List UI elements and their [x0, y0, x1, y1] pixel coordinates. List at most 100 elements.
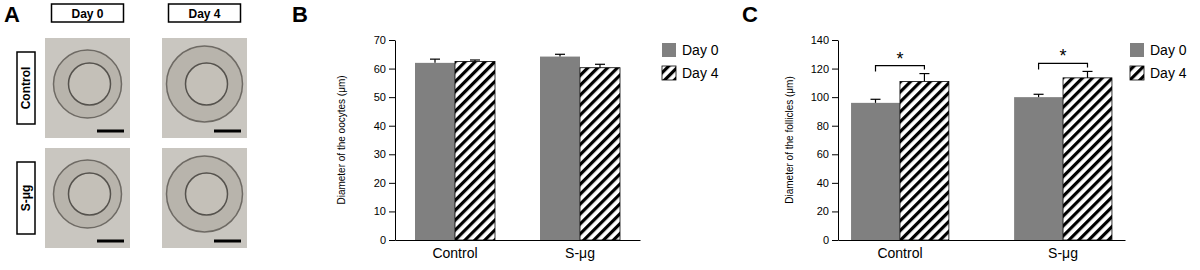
follicle: [167, 156, 243, 232]
follicle: [54, 160, 122, 228]
y-tick-mark: [832, 97, 838, 98]
y-tick-mark: [389, 211, 395, 212]
y-tick: 100: [811, 91, 838, 103]
x-tick-label: S-μg: [1048, 245, 1078, 261]
y-tick-label: 0: [823, 234, 829, 246]
follicle: [167, 46, 243, 122]
chart-panel: 010203040506070ControlS-μgDiameter of th…: [292, 2, 719, 261]
y-axis-title: Diameter of the follicles (μm): [784, 76, 795, 203]
y-tick-label: 40: [817, 177, 829, 189]
y-tick: 140: [811, 34, 838, 46]
y-tick-mark: [389, 154, 395, 155]
scale-bar: [97, 130, 124, 133]
y-tick-label: 60: [817, 148, 829, 160]
legend: Day 0Day 4: [662, 42, 719, 81]
legend-label: Day 0: [1150, 42, 1187, 58]
y-tick-label: 0: [380, 234, 386, 246]
y-tick-mark: [389, 183, 395, 184]
y-tick-mark: [832, 69, 838, 70]
legend-label: Day 0: [682, 42, 719, 58]
row-header: Control: [19, 67, 33, 110]
y-tick: 40: [817, 177, 838, 189]
y-tick-mark: [389, 97, 395, 98]
error-bar-cap: [871, 99, 881, 100]
y-tick-label: 20: [374, 177, 386, 189]
bar: [1063, 78, 1112, 240]
error-bar: [430, 59, 440, 63]
y-tick-mark: [389, 69, 395, 70]
y-tick-mark: [832, 183, 838, 184]
error-bar-cap: [919, 73, 929, 74]
y-tick-label: 10: [374, 205, 386, 217]
y-tick-label: 120: [811, 63, 829, 75]
bar: [580, 68, 620, 240]
error-bar-stem: [1087, 71, 1088, 77]
y-tick-label: 70: [374, 34, 386, 46]
y-axis-line: [838, 41, 839, 241]
y-tick: 0: [823, 234, 838, 246]
oocyte: [186, 63, 228, 105]
micrograph: [45, 38, 130, 138]
x-tick: S-μg: [1048, 240, 1078, 261]
y-tick: 0: [380, 234, 395, 246]
x-tick: Control: [432, 240, 477, 261]
bar: [455, 61, 495, 240]
bar: [415, 63, 455, 240]
y-tick: 30: [374, 148, 395, 160]
plot-area: [851, 71, 1112, 240]
plot-area: [415, 54, 620, 240]
y-tick-mark: [832, 126, 838, 127]
y-tick: 60: [374, 63, 395, 75]
y-tick-label: 30: [374, 148, 386, 160]
x-tick-label: S-μg: [565, 245, 595, 261]
y-tick-label: 60: [374, 63, 386, 75]
error-bar-cap: [555, 54, 565, 55]
oocyte: [69, 173, 111, 215]
y-tick: 40: [374, 120, 395, 132]
column-header: Day 0: [71, 7, 103, 21]
significance-star: *: [1060, 46, 1067, 66]
y-axis-line: [395, 41, 396, 241]
panel-letter: A: [4, 2, 20, 27]
row-header-box: [17, 162, 35, 234]
error-bar: [919, 74, 929, 82]
column-header: Day 4: [188, 7, 220, 21]
y-tick-mark: [832, 211, 838, 212]
legend-label: Day 4: [1150, 65, 1187, 81]
y-axis: 0 10 20 30 40 50 60 70: [374, 34, 396, 246]
chart-panel: 020406080100120140ControlS-μgDiameter of…: [742, 2, 1187, 261]
y-tick: 50: [374, 91, 395, 103]
legend: Day 0 Day 4: [1130, 42, 1187, 81]
error-bar: [1082, 71, 1092, 77]
bar: [851, 103, 900, 240]
error-bar-cap: [595, 64, 605, 65]
x-tick-label: Control: [432, 245, 477, 261]
y-tick: 70: [374, 34, 395, 46]
column-header-box: [52, 4, 124, 22]
x-tick-label: Control: [877, 245, 922, 261]
y-tick-label: 50: [374, 91, 386, 103]
y-tick-label: 40: [374, 120, 386, 132]
x-tick: S-μg: [565, 240, 595, 261]
bar: [540, 57, 580, 240]
y-tick-label: 140: [811, 34, 829, 46]
x-axis-line: [839, 240, 1126, 241]
error-bar: [1034, 94, 1044, 97]
y-tick: 20: [374, 177, 395, 189]
y-tick-mark: [389, 40, 395, 41]
legend-swatch: [662, 66, 676, 80]
micrograph: [45, 148, 130, 248]
x-axis: Control S-μg: [396, 240, 641, 261]
y-axis: 020406080100120140: [811, 34, 839, 246]
column-header-box: [169, 4, 241, 22]
error-bar-cap: [470, 59, 480, 60]
significance-bracket: *: [876, 49, 925, 72]
y-tick-mark: [832, 154, 838, 155]
micrograph: [162, 148, 247, 248]
figure: ADay 0Day 4ControlS-μg010203040506070Con…: [0, 0, 1200, 270]
y-tick-label: 20: [817, 205, 829, 217]
y-tick-mark: [389, 126, 395, 127]
scale-bar: [214, 240, 241, 243]
y-tick-mark: [832, 240, 838, 241]
scale-bar: [214, 130, 241, 133]
